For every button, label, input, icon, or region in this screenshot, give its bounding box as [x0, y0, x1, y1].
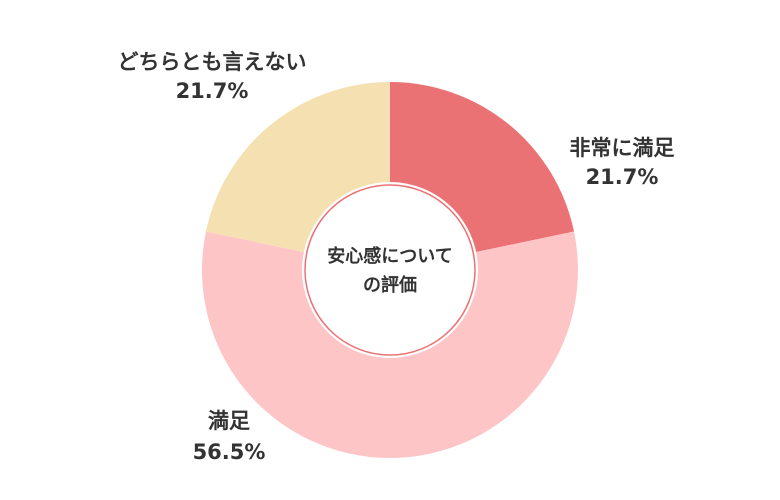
center-title-line-2: の評価: [363, 274, 417, 296]
slice-label-very-satisfied: 非常に満足: [570, 136, 675, 160]
center-fill: [308, 188, 472, 352]
slice-value-satisfied: 56.5%: [193, 440, 266, 464]
center-hole: [302, 182, 478, 358]
slice-value-very-satisfied: 21.7%: [586, 165, 659, 189]
center-ring: [304, 184, 476, 356]
center-title: 安心感について の評価: [327, 245, 452, 296]
slice-label-group-satisfied: 満足 56.5%: [193, 409, 266, 464]
slice-label-neutral: どちらとも言えない: [118, 50, 307, 74]
slice-label-satisfied: 満足: [208, 409, 250, 433]
center-title-line-1: 安心感について: [327, 245, 452, 267]
slice-value-neutral: 21.7%: [176, 79, 249, 103]
slice-label-group-neutral: どちらとも言えない 21.7%: [118, 50, 307, 103]
slice-label-group-very-satisfied: 非常に満足 21.7%: [570, 136, 675, 189]
